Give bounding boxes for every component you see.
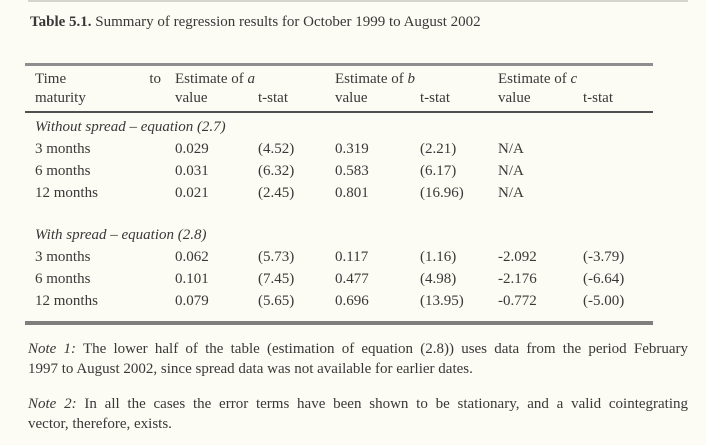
footnote-line: vector, therefore, exists. (28, 416, 172, 432)
footnote-line: Note 2: In all the cases the error terms… (28, 396, 689, 412)
header-estimate-c: Estimate of c (498, 71, 578, 87)
scan-edge-artifact (28, 0, 688, 2)
table-header: Time to Estimate of a Estimate of b Esti… (25, 66, 653, 113)
table-header-row-2: maturity value t-stat value t-stat value… (25, 89, 653, 108)
footnote-2: Note 2: In all the cases the error terms… (28, 394, 688, 434)
header-a-value: value (175, 90, 208, 106)
header-c-tstat: t-stat (583, 90, 613, 106)
table-caption: Table 5.1. Summary of regression results… (30, 12, 706, 32)
footnote-1: Note 1: The lower half of the table (est… (28, 339, 688, 379)
section-heading: With spread – equation (2.8) (35, 227, 207, 243)
footnote-label: Note 2: (28, 396, 77, 412)
header-maturity: maturity (35, 90, 86, 106)
footnote-line: 1997 to August 2002, since spread data w… (28, 361, 473, 377)
header-estimate-b: Estimate of b (335, 71, 415, 87)
regression-results-table: Time to Estimate of a Estimate of b Esti… (25, 63, 653, 325)
header-estimate-a: Estimate of a (175, 71, 255, 87)
header-time-to: Time to (35, 70, 175, 89)
table-row: 3 months 0.062 (5.73) 0.117 (1.16) -2.09… (35, 249, 625, 265)
header-b-value: value (335, 90, 368, 106)
table-caption-number: Table 5.1. (30, 14, 92, 30)
table-row: 12 months 0.079 (5.65) 0.696 (13.95) -0.… (35, 293, 625, 309)
header-c-value: value (498, 90, 531, 106)
header-time-word: Time (35, 71, 67, 87)
table-caption-text: Summary of regression results for Octobe… (95, 14, 481, 30)
table-footnotes: Note 1: The lower half of the table (est… (28, 339, 688, 434)
table-row: 12 months 0.021 (2.45) 0.801 (16.96) N/A (35, 185, 524, 201)
table-header-row-1: Time to Estimate of a Estimate of b Esti… (25, 70, 653, 89)
header-to-word: to (149, 71, 161, 87)
footnote-label: Note 1: (28, 341, 77, 357)
section-heading: Without spread – equation (2.7) (35, 119, 226, 135)
table-row: 6 months 0.031 (6.32) 0.583 (6.17) N/A (35, 163, 524, 179)
table-row: 3 months 0.029 (4.52) 0.319 (2.21) N/A (35, 141, 524, 157)
table-row: 6 months 0.101 (7.45) 0.477 (4.98) -2.17… (35, 271, 625, 287)
footnote-line: Note 1: The lower half of the table (est… (28, 341, 688, 357)
section-without-spread: Without spread – equation (2.7) 3 months… (25, 116, 653, 204)
header-a-tstat: t-stat (258, 90, 288, 106)
section-with-spread: With spread – equation (2.8) 3 months 0.… (25, 224, 653, 312)
header-b-tstat: t-stat (420, 90, 450, 106)
